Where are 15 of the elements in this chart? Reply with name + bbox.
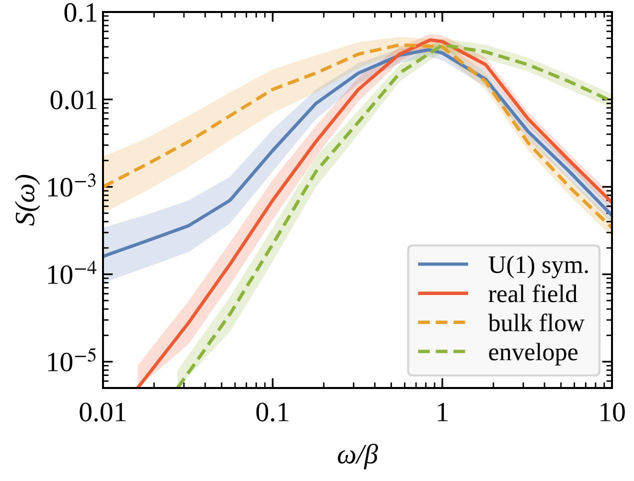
y-tick-label: 10$^{−3}$ <box>48 173 96 197</box>
legend-label: real field <box>488 284 578 302</box>
y-axis-title: S(ω) <box>14 174 40 226</box>
x-tick-label: 10 <box>600 402 625 422</box>
legend-label: bulk flow <box>488 314 585 332</box>
legend-label: U(1) sym. <box>488 256 588 278</box>
legend-label: envelope <box>489 342 578 366</box>
y-tick-label: 0.1 <box>64 3 96 22</box>
y-tick-label: 0.01 <box>50 90 96 110</box>
x-tick-label: 1 <box>438 402 448 422</box>
x-axis-title: ω/β <box>338 444 378 470</box>
y-tick-label: 10$^{−4}$ <box>48 260 96 284</box>
x-tick-label: 0.1 <box>256 402 288 422</box>
x-tick-label: 0.01 <box>80 402 126 422</box>
y-tick-label: 10$^{−5}$ <box>48 348 96 372</box>
